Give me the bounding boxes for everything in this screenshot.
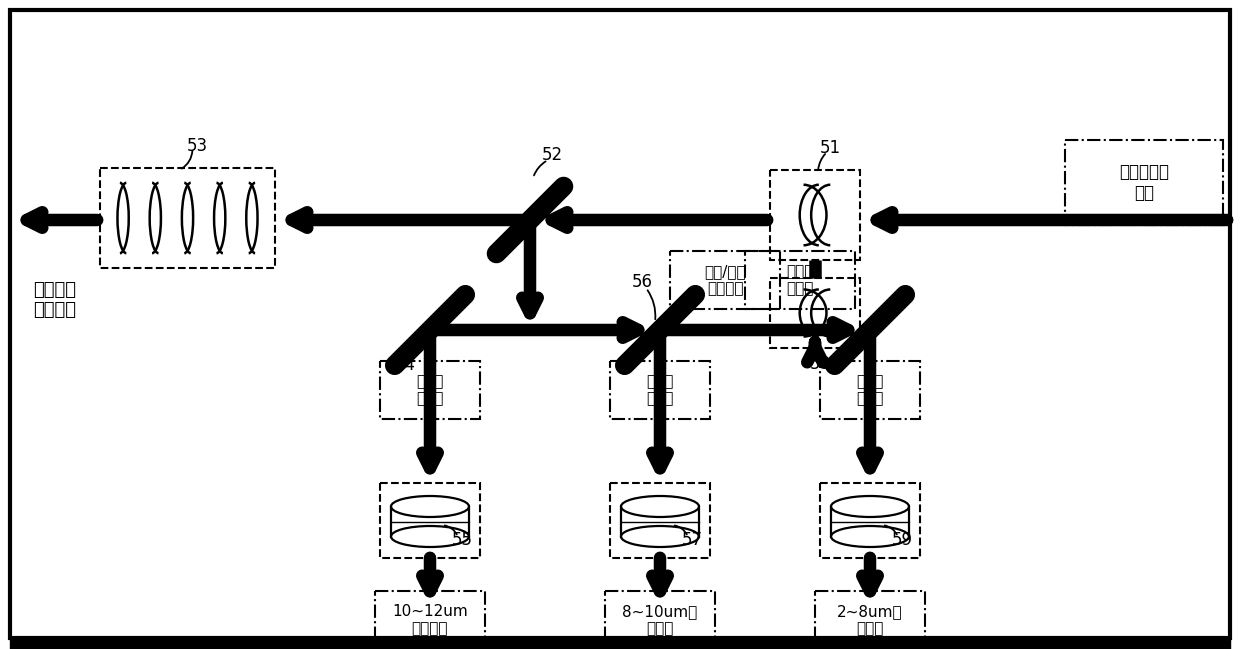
Text: 2~8um成
像接口: 2~8um成 像接口 [837, 604, 903, 636]
Text: 55: 55 [451, 531, 472, 549]
Bar [745, 251, 856, 309]
Text: 中波/短波
波段反射: 中波/短波 波段反射 [704, 263, 745, 296]
Bar [770, 278, 861, 348]
Bar [379, 361, 480, 419]
Bar [820, 361, 920, 419]
Text: 59: 59 [892, 531, 913, 549]
Text: 成谱模块
耦合接口: 成谱模块 耦合接口 [33, 280, 77, 319]
Text: 57: 57 [682, 531, 703, 549]
Text: 宽谱段红外
光谱: 宽谱段红外 光谱 [1118, 163, 1169, 202]
Bar [770, 170, 861, 260]
Text: 51: 51 [820, 139, 841, 157]
Bar [100, 168, 275, 268]
Bar [605, 591, 715, 649]
Text: 8~10um成
像接口: 8~10um成 像接口 [622, 604, 698, 636]
Bar [610, 361, 711, 419]
Bar [610, 482, 711, 557]
Bar [670, 251, 780, 309]
Bar [374, 591, 485, 649]
Bar [1065, 140, 1223, 225]
Bar [379, 482, 480, 557]
Text: 中波红
外反射: 中波红 外反射 [646, 374, 673, 406]
Text: 52: 52 [542, 146, 563, 164]
Text: 长波红
外透射: 长波红 外透射 [417, 374, 444, 406]
Text: 54: 54 [394, 356, 415, 374]
Text: 短波波
段透射: 短波波 段透射 [786, 263, 813, 296]
Text: 10~12um
成像接口: 10~12um 成像接口 [392, 604, 467, 636]
Text: 短波波
段反射: 短波波 段反射 [857, 374, 884, 406]
Text: 53: 53 [187, 137, 208, 155]
Text: 56: 56 [631, 273, 652, 291]
Bar [820, 482, 920, 557]
Text: 58: 58 [810, 355, 831, 373]
Bar [815, 591, 925, 649]
